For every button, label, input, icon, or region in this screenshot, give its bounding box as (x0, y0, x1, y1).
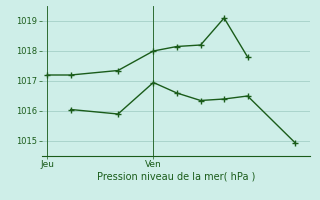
X-axis label: Pression niveau de la mer( hPa ): Pression niveau de la mer( hPa ) (97, 172, 255, 182)
